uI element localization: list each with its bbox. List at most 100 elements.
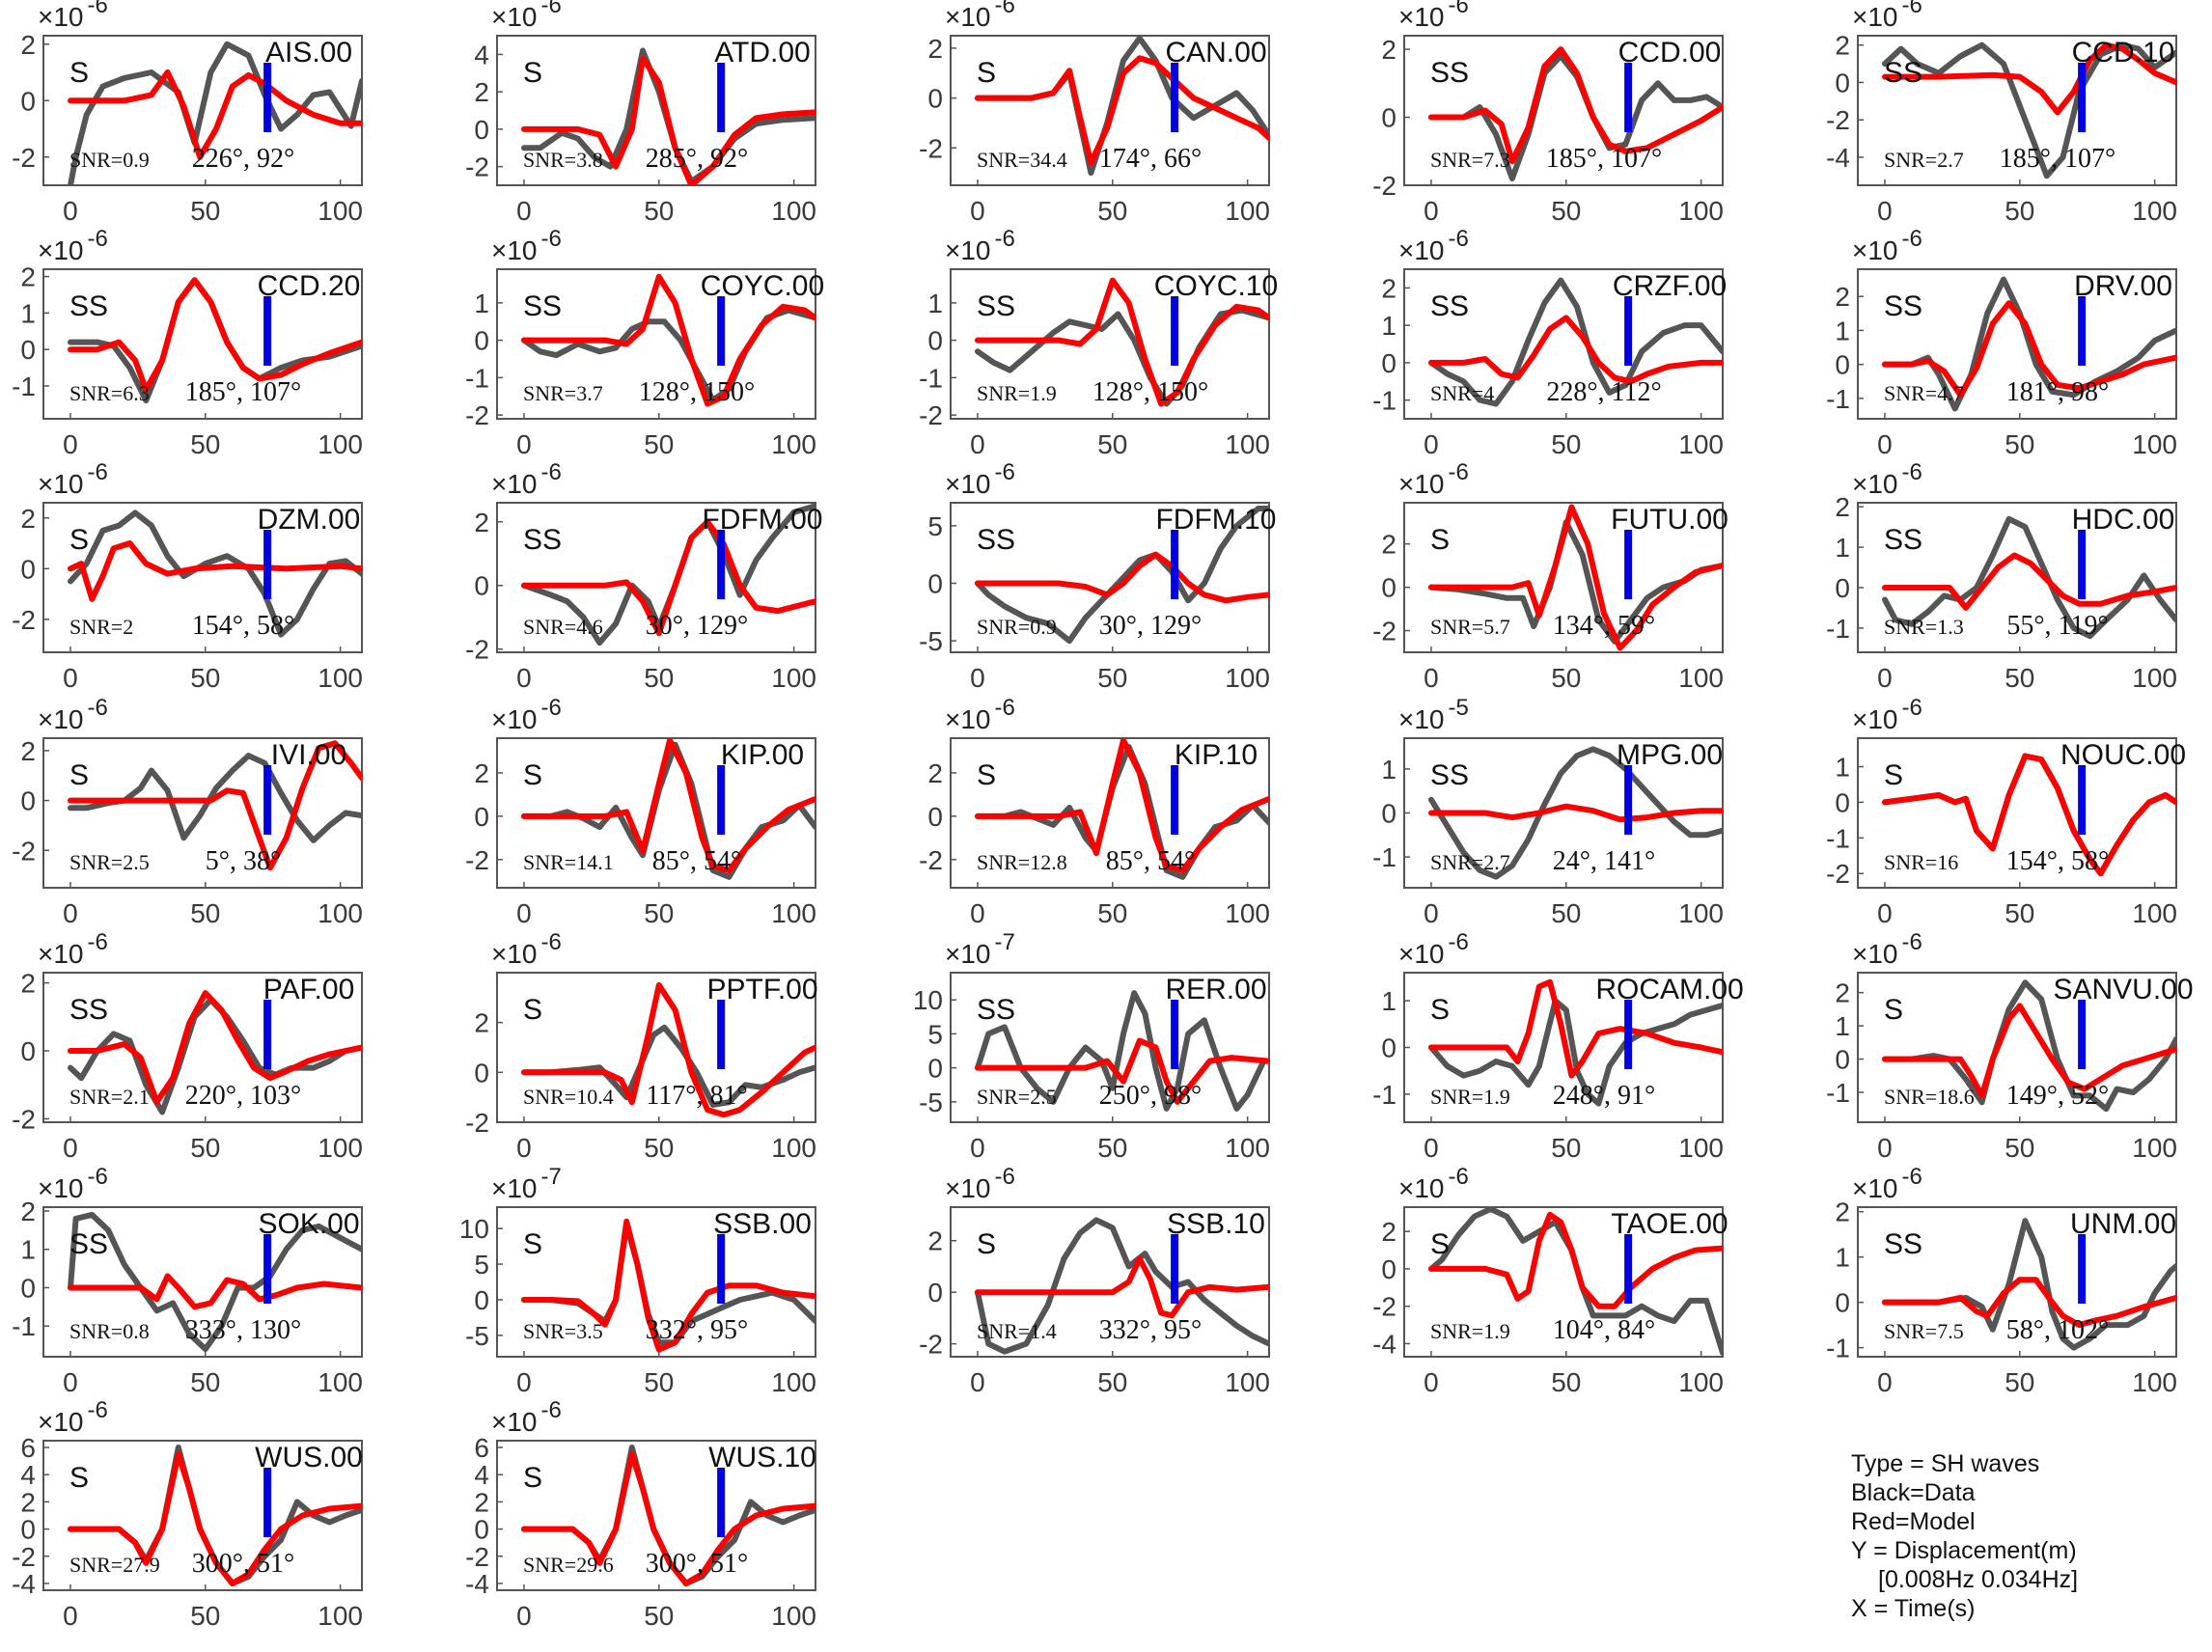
- x-tick-label: 0: [970, 1133, 985, 1163]
- data-trace: [975, 506, 1269, 645]
- y-tick-label: 4: [474, 1460, 489, 1490]
- azimuth-label: 250°, 98°: [1099, 1081, 1202, 1111]
- x-tick-label: 100: [2132, 429, 2177, 459]
- y-tick-label: -5: [465, 1321, 489, 1351]
- y-tick-label: -1: [1826, 384, 1850, 414]
- model-trace: [1882, 552, 2176, 611]
- y-tick-label: -2: [465, 1542, 489, 1572]
- y-tick-label: 0: [1835, 787, 1850, 817]
- panel-ais-00: 0 50 100 -2 0 2×10 -6 S AIS.00 SNR=0.9 226°, 92°: [12, 0, 363, 226]
- phase-label: SS: [1884, 57, 1922, 89]
- panel-can-00: 0 50 100 -2 0 2×10 -6 S CAN.00 SNR=34.4 174°, 66°: [919, 0, 1270, 226]
- station-label: FUTU.00: [1611, 504, 1728, 536]
- x-tick-label: 50: [2005, 196, 2034, 226]
- y-tick-label: 0: [20, 554, 36, 584]
- panel-frame: [42, 1206, 363, 1358]
- azimuth-label: 154°, 58°: [2006, 846, 2109, 876]
- x-tick-label: 100: [1678, 429, 1724, 459]
- legend-black: Black=Data: [1851, 1479, 1976, 1506]
- data-trace: [1428, 277, 1723, 407]
- legend: Type = SH waves Black=Data Red=Model Y =…: [1851, 1449, 2078, 1623]
- panel-frame: [496, 502, 816, 653]
- data-trace: [68, 1211, 362, 1353]
- data-trace: [1882, 1218, 2176, 1351]
- x-tick-label: 0: [1877, 429, 1893, 459]
- panel-taoe-00: 0 50 100 -4 -2 0 2×10 -6 S TAOE.00 SNR=1.9 104°, 84…: [1372, 1164, 1728, 1397]
- x-tick-label: 100: [2132, 898, 2177, 928]
- phase-label: SS: [1884, 1228, 1922, 1260]
- panel-frame: [496, 1206, 816, 1358]
- y-tick-label: 5: [927, 511, 943, 541]
- panel-ssb-10: 0 50 100 -2 0 2×10 -6 S SSB.10 SNR=1.4 332°, 95°: [919, 1164, 1270, 1397]
- x-tick-label: 100: [1225, 1133, 1270, 1163]
- x-tick-label: 0: [970, 429, 985, 459]
- x-tick-label: 50: [1551, 196, 1581, 226]
- y-exponent-label: ×10 -6: [1398, 459, 1469, 499]
- snr-label: SNR=3.7: [523, 381, 603, 405]
- x-tick-label: 50: [1097, 196, 1127, 226]
- snr-label: SNR=1.9: [1430, 1319, 1510, 1343]
- model-trace: [975, 1255, 1269, 1319]
- panel-hdc-00: 0 50 100 -1 0 1 2×10 -6 SS HDC.00 SNR=1.3 55°, 119°: [1826, 459, 2177, 693]
- model-trace: [521, 1218, 816, 1353]
- phase-label: S: [69, 524, 89, 556]
- panel-frame: [42, 502, 363, 653]
- y-exponent-label: ×10 -6: [38, 929, 108, 969]
- panel-frame: [950, 502, 1270, 653]
- y-tick-label: -2: [12, 605, 36, 635]
- y-tick-label: -1: [12, 372, 36, 401]
- snr-label: SNR=4.7: [1884, 381, 1964, 405]
- y-tick-label: 2: [1835, 1198, 1850, 1227]
- panel-kip-10: 0 50 100 -2 0 2×10 -6 S KIP.10 SNR=12.8 85°, 54°: [919, 695, 1270, 928]
- x-tick-label: 50: [644, 429, 674, 459]
- panel-frame: [950, 1206, 1270, 1358]
- model-trace: [521, 981, 816, 1118]
- y-tick-label: 0: [474, 115, 489, 145]
- y-tick-label: 0: [927, 1054, 943, 1084]
- y-tick-label: 1: [927, 289, 943, 318]
- station-label: TAOE.00: [1611, 1208, 1728, 1240]
- model-trace: [521, 55, 816, 185]
- data-trace: [1882, 41, 2176, 179]
- panel-frame: [1857, 502, 2177, 653]
- x-tick-label: 100: [771, 898, 816, 928]
- panel-rocam-00: 0 50 100 -1 0 1×10 -6 S ROCAM.00 SNR=1.9 248°, 91°: [1372, 929, 1744, 1163]
- y-tick-label: 0: [20, 1036, 36, 1066]
- y-tick-label: -1: [1826, 823, 1850, 853]
- y-tick-label: -2: [465, 1108, 489, 1138]
- station-label: CCD.00: [1618, 37, 1722, 69]
- x-tick-label: 100: [771, 429, 816, 459]
- y-exponent-label: ×10 -6: [945, 0, 1015, 32]
- y-tick-label: 0: [927, 568, 943, 598]
- snr-label: SNR=2.1: [69, 1085, 150, 1109]
- station-label: COYC.10: [1154, 270, 1278, 302]
- x-tick-label: 100: [2132, 663, 2177, 693]
- y-tick-label: 10: [459, 1214, 489, 1244]
- y-tick-label: 2: [1381, 35, 1396, 65]
- phase-label: SS: [69, 1228, 108, 1260]
- y-exponent-label: ×10 -6: [1398, 1164, 1469, 1203]
- y-tick-label: 2: [20, 30, 36, 60]
- x-tick-label: 50: [190, 1133, 220, 1163]
- y-tick-label: 2: [1835, 282, 1850, 312]
- y-exponent-label: ×10 -6: [38, 226, 108, 265]
- x-tick-label: 50: [1551, 898, 1581, 928]
- panel-frame: [1857, 1206, 2177, 1358]
- station-label: DZM.00: [258, 504, 361, 536]
- y-tick-label: 0: [1381, 573, 1396, 603]
- y-tick-label: 1: [1381, 311, 1396, 341]
- model-trace: [975, 277, 1269, 407]
- model-trace: [68, 1273, 362, 1310]
- x-tick-label: 100: [318, 1133, 363, 1163]
- x-tick-label: 50: [2005, 1367, 2034, 1397]
- panel-sok-00: 0 50 100 -1 0 1 2×10 -6 SS SOK.00 SNR=0.8 333°, 130…: [12, 1164, 363, 1397]
- y-tick-label: 6: [20, 1433, 36, 1463]
- model-trace: [68, 990, 362, 1105]
- model-trace: [1428, 1211, 1723, 1309]
- x-tick-label: 0: [1424, 663, 1439, 693]
- station-label: KIP.10: [1175, 739, 1258, 771]
- model-trace: [1882, 753, 2176, 877]
- y-tick-label: 2: [20, 1197, 36, 1226]
